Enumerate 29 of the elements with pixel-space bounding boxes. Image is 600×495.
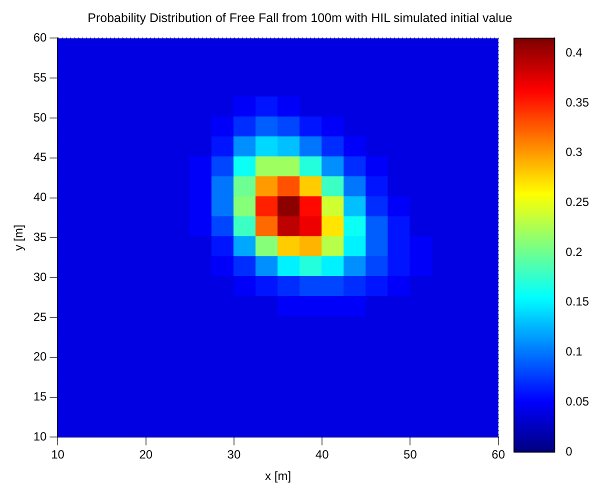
color-bar-label: 0 [566, 444, 573, 458]
chart-title: Probability Distribution of Free Fall from 100m with HIL simulated initial value [86, 10, 514, 27]
y-tick-label: 60 [33, 30, 48, 45]
x-tick-label: 30 [227, 448, 241, 462]
color-bar-label: 0.4 [566, 45, 583, 60]
x-tick-label: 40 [315, 448, 330, 462]
y-tick-label: 40 [33, 190, 48, 204]
color-bar-label: 0.1 [566, 344, 583, 359]
y-tick-label: 15 [33, 390, 48, 404]
y-tick-label: 25 [33, 310, 48, 324]
y-tick-label: 50 [33, 110, 48, 124]
y-tick-label: 45 [33, 150, 48, 164]
color-bar-label: 0.3 [566, 145, 583, 160]
y-tick-label: 35 [33, 230, 48, 244]
y-tick-label: 10 [33, 430, 48, 444]
color-bar-label: 0.2 [566, 244, 583, 259]
color-bar-label: 0.25 [566, 195, 590, 210]
y-tick-label: 55 [33, 70, 48, 84]
color-bar-label: 0.05 [566, 394, 590, 408]
color-bar-label: 0.35 [566, 95, 590, 110]
x-tick-label: 20 [139, 448, 153, 462]
x-tick-label: 10 [51, 448, 65, 462]
y-tick-label: 20 [33, 350, 48, 364]
y-axis-title: y [m] [12, 224, 26, 251]
x-axis-title: x [m] [265, 469, 292, 484]
x-tick-label: 60 [492, 448, 506, 462]
y-tick-label: 30 [33, 270, 48, 284]
color-bar-label: 0.15 [566, 294, 590, 309]
x-tick-label: 50 [404, 448, 418, 462]
